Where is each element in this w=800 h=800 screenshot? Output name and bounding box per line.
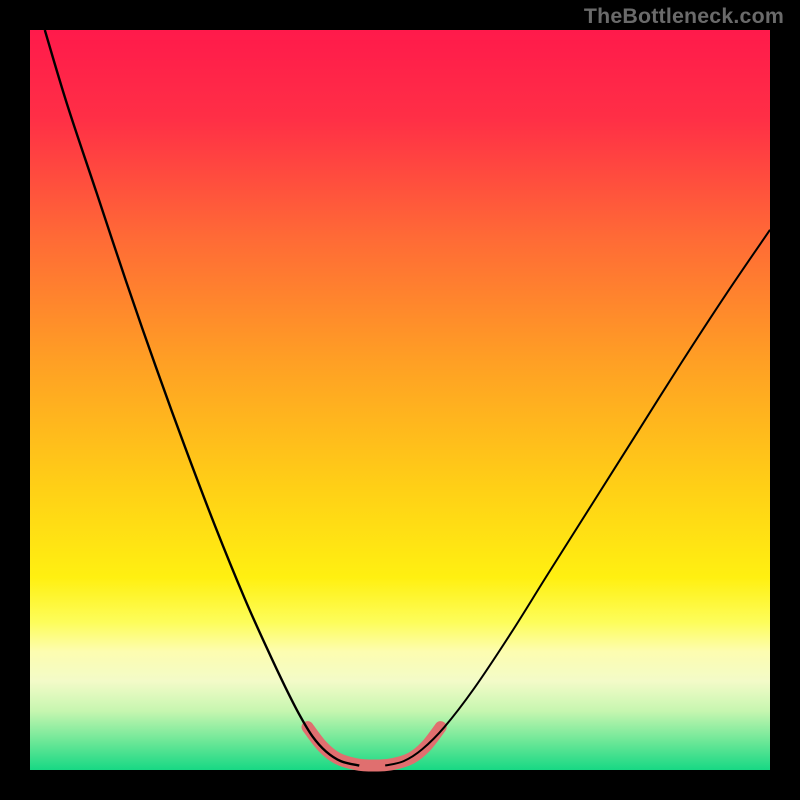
watermark-text: TheBottleneck.com <box>584 4 784 29</box>
bottleneck-chart <box>0 0 800 800</box>
chart-background <box>30 30 770 770</box>
